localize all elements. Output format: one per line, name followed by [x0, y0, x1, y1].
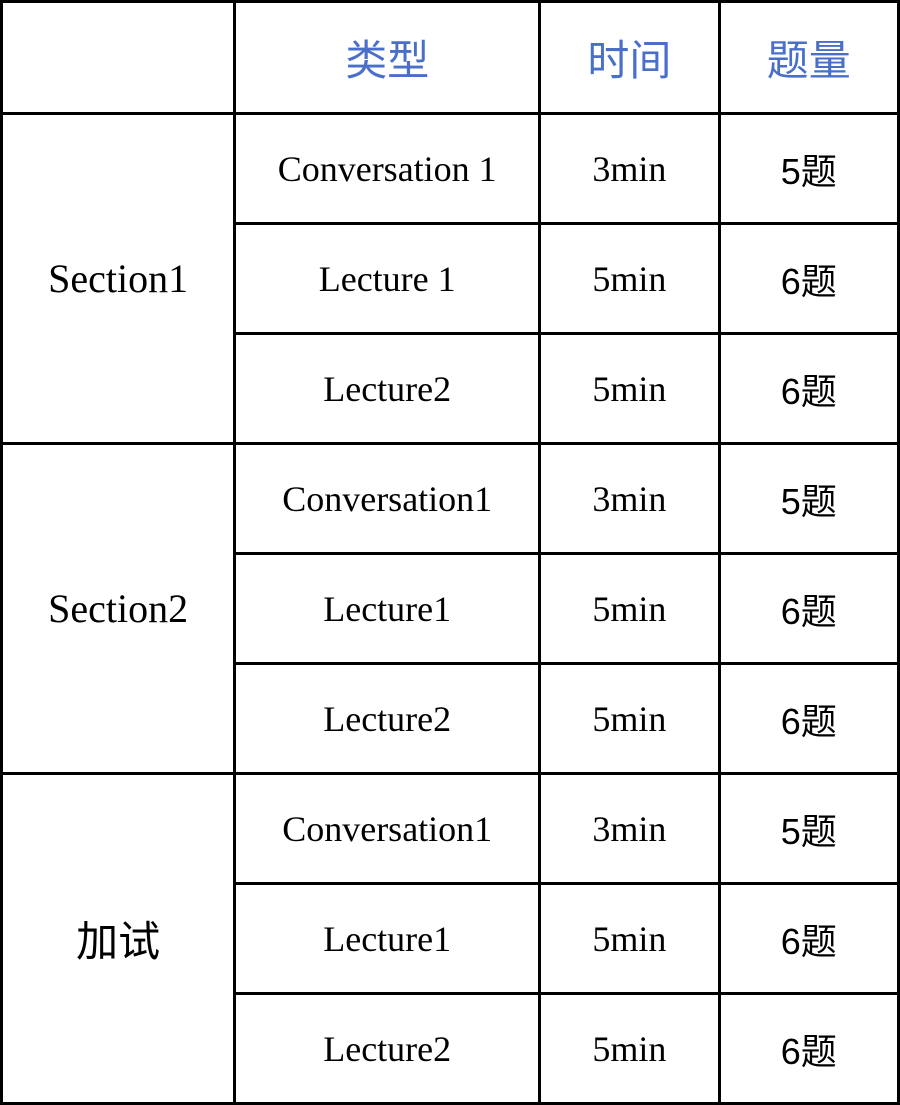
count-cell: 6题	[719, 554, 898, 664]
time-cell: 5min	[540, 554, 719, 664]
type-cell: Lecture2	[235, 994, 540, 1104]
table-row: 加试 Conversation1 3min 5题	[2, 774, 899, 884]
time-cell: 5min	[540, 884, 719, 994]
type-cell: Lecture2	[235, 334, 540, 444]
table-header-row: 类型 时间 题量	[2, 2, 899, 114]
time-cell: 3min	[540, 774, 719, 884]
type-cell: Conversation1	[235, 444, 540, 554]
header-type: 类型	[235, 2, 540, 114]
count-cell: 6题	[719, 334, 898, 444]
count-cell: 5题	[719, 114, 898, 224]
count-cell: 6题	[719, 664, 898, 774]
count-cell: 6题	[719, 884, 898, 994]
count-cell: 6题	[719, 994, 898, 1104]
time-cell: 5min	[540, 334, 719, 444]
time-cell: 3min	[540, 114, 719, 224]
table-row: Section2 Conversation1 3min 5题	[2, 444, 899, 554]
count-cell: 5题	[719, 774, 898, 884]
type-cell: Lecture 1	[235, 224, 540, 334]
table-row: Section1 Conversation 1 3min 5题	[2, 114, 899, 224]
section-label: Section2	[2, 444, 235, 774]
header-section	[2, 2, 235, 114]
type-cell: Lecture1	[235, 554, 540, 664]
section-label: Section1	[2, 114, 235, 444]
count-cell: 6题	[719, 224, 898, 334]
section-label: 加试	[2, 774, 235, 1104]
header-count: 题量	[719, 2, 898, 114]
type-cell: Lecture1	[235, 884, 540, 994]
time-cell: 5min	[540, 664, 719, 774]
time-cell: 5min	[540, 994, 719, 1104]
type-cell: Lecture2	[235, 664, 540, 774]
type-cell: Conversation 1	[235, 114, 540, 224]
count-cell: 5题	[719, 444, 898, 554]
header-time: 时间	[540, 2, 719, 114]
time-cell: 5min	[540, 224, 719, 334]
time-cell: 3min	[540, 444, 719, 554]
exam-structure-table: 类型 时间 题量 Section1 Conversation 1 3min 5题…	[0, 0, 900, 1105]
type-cell: Conversation1	[235, 774, 540, 884]
